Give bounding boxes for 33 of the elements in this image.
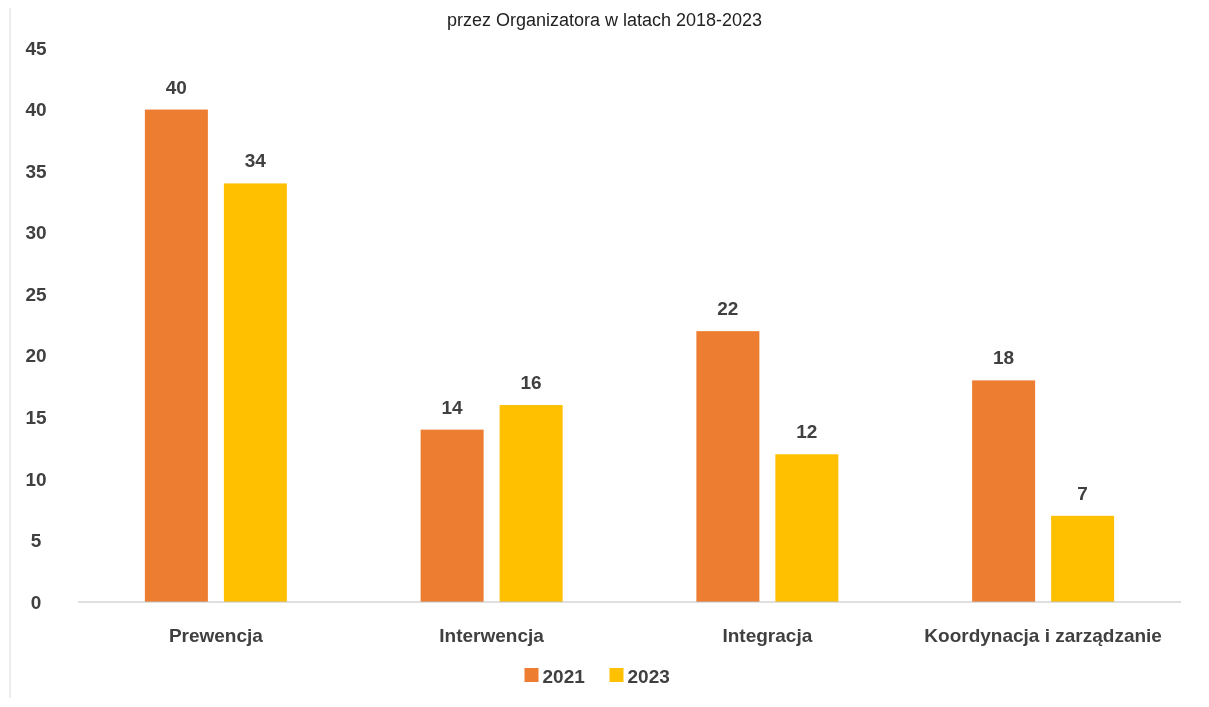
y-tick-label: 10 [25, 468, 47, 490]
x-tick-label: Koordynacja i zarządzanie [924, 625, 1162, 646]
bar [696, 331, 760, 602]
y-tick-label: 0 [30, 591, 42, 613]
y-tick-label: 30 [25, 222, 47, 244]
data-label: 16 [520, 372, 542, 394]
x-tick-label: Prewencja [168, 625, 264, 646]
y-tick-label: 35 [25, 160, 47, 182]
y-tick-label: 20 [25, 345, 47, 367]
y-tick-label: 40 [25, 99, 47, 121]
data-label: 7 [1077, 482, 1088, 504]
y-tick-label: 5 [30, 530, 42, 552]
data-label: 12 [796, 421, 818, 443]
data-label: 18 [993, 347, 1015, 369]
chart-title: przez Organizatora w latach 2018-2023 [446, 10, 763, 30]
x-tick-label: Integracja [722, 625, 813, 646]
legend-label: 2021 [542, 665, 586, 687]
bar [223, 183, 287, 602]
data-label: 22 [717, 298, 739, 320]
bar [144, 109, 208, 602]
bar [1051, 515, 1115, 602]
bar [420, 429, 484, 602]
data-label: 14 [441, 396, 464, 418]
data-label: 40 [165, 76, 187, 98]
bar [775, 454, 839, 602]
legend-label: 2023 [627, 665, 670, 687]
y-tick-label: 25 [25, 283, 47, 305]
y-tick-label: 15 [25, 406, 47, 428]
bar [499, 405, 563, 602]
data-label: 34 [244, 150, 267, 172]
x-tick-label: Interwencja [439, 625, 545, 646]
y-tick-label: 45 [25, 37, 47, 59]
bar [972, 380, 1036, 602]
